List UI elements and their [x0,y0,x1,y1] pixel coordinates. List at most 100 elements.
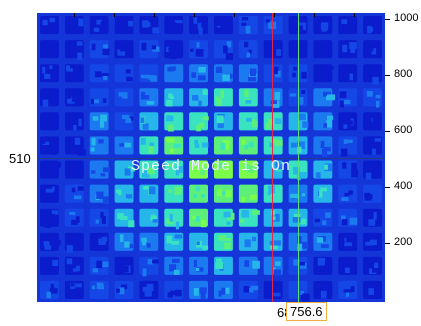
heatmap-speckle [248,49,252,54]
heatmap-speckle [245,99,252,104]
heatmap-speckle [120,284,128,290]
heatmap-speckle [43,241,50,247]
heatmap-speckle [364,196,372,201]
heatmap-speckle [289,93,297,97]
heatmap-speckle [270,100,277,104]
heatmap-speckle [371,48,377,55]
heatmap-speckle [172,22,177,31]
heatmap-speckle [71,187,76,193]
heatmap-speckle [176,166,183,173]
heatmap-speckle [193,288,199,296]
heatmap-speckle [244,144,248,150]
heatmap-speckle [51,166,57,172]
heatmap-speckle [52,240,61,246]
heatmap-speckle [140,137,146,145]
heatmap-speckle [102,73,109,77]
heatmap-speckle [66,258,73,265]
heatmap-speckle [118,191,122,196]
heatmap-cell [363,208,382,227]
heatmap-speckle [327,115,334,120]
heatmap-speckle [275,70,281,78]
heatmap-speckle [141,42,147,51]
heatmap-speckle [49,65,53,70]
heatmap-speckle [366,245,374,250]
heatmap-cell [139,232,159,251]
heatmap-speckle [241,210,249,218]
heatmap-speckle [173,269,180,275]
heatmap-speckle [301,71,307,79]
heatmap-speckle [196,42,200,48]
heatmap-cell [313,184,333,203]
heatmap-speckle [293,259,300,266]
heatmap-speckle [42,99,49,107]
heatmap-speckle [94,71,102,78]
heatmap-speckle [297,236,302,244]
green-cursor-line[interactable] [298,13,299,302]
heatmap-speckle [224,242,231,249]
heatmap-speckle [171,240,180,245]
heatmap-speckle [343,99,351,105]
x-tick-mark [314,13,315,17]
heatmap-speckle [301,193,305,197]
heatmap-speckle [100,21,106,25]
heatmap-speckle [125,24,129,29]
heatmap-speckle [346,72,352,81]
heatmap-speckle [42,66,46,74]
heatmap-speckle [249,287,254,293]
heatmap-speckle [345,267,350,273]
heatmap-speckle [269,240,274,246]
heatmap-speckle [74,195,82,200]
heatmap-speckle [92,116,99,121]
heatmap-speckle [369,45,374,52]
heatmap-speckle [45,188,54,193]
heatmap-speckle [200,292,206,300]
heatmap-speckle [96,191,104,199]
heatmap-cell [189,184,208,203]
heatmap-speckle [47,265,56,274]
heatmap-speckle [169,264,177,272]
heatmap-cell [114,184,134,203]
heatmap-speckle [197,75,206,81]
heatmap-speckle [351,162,357,171]
heatmap-speckle [226,41,232,48]
heatmap-speckle [323,91,331,97]
heatmap-speckle [226,221,231,225]
heatmap-speckle [198,66,206,73]
heatmap-speckle [248,141,255,148]
heatmap-speckle [270,44,278,51]
heatmap-speckle [299,96,304,105]
heatmap-speckle [320,140,325,149]
heatmap-speckle [299,172,307,179]
heatmap-speckle [341,215,346,221]
heatmap-speckle [250,194,254,200]
image-viewport[interactable]: Speed Mode is On [37,13,385,302]
heatmap-cell [40,280,59,299]
heatmap-speckle [99,284,104,290]
heatmap-speckle [175,221,180,230]
heatmap-speckle [69,211,76,215]
heatmap-speckle [148,145,154,154]
heatmap-speckle [241,196,246,203]
heatmap-speckle [324,163,333,172]
heatmap-speckle [166,115,174,122]
heatmap-speckle [297,114,302,119]
heatmap-speckle [147,258,154,265]
heatmap-speckle [50,283,55,289]
heatmap-speckle [48,91,56,96]
heatmap-speckle [350,46,356,54]
horizontal-cursor-line[interactable] [37,158,385,159]
y-tick-mark [385,19,390,20]
heatmap-cell [238,184,258,203]
heatmap-speckle [345,29,352,33]
heatmap-speckle [91,285,96,290]
heatmap-speckle [290,193,299,199]
heatmap-speckle [217,162,225,169]
heatmap-speckle [268,185,275,194]
heatmap-speckle [342,237,347,242]
heatmap-speckle [195,49,204,57]
heatmap-speckle [142,170,150,178]
red-cursor-line[interactable] [272,13,273,302]
heatmap-speckle [373,212,377,220]
heatmap-speckle [167,124,174,132]
heatmap-speckle [194,139,198,146]
